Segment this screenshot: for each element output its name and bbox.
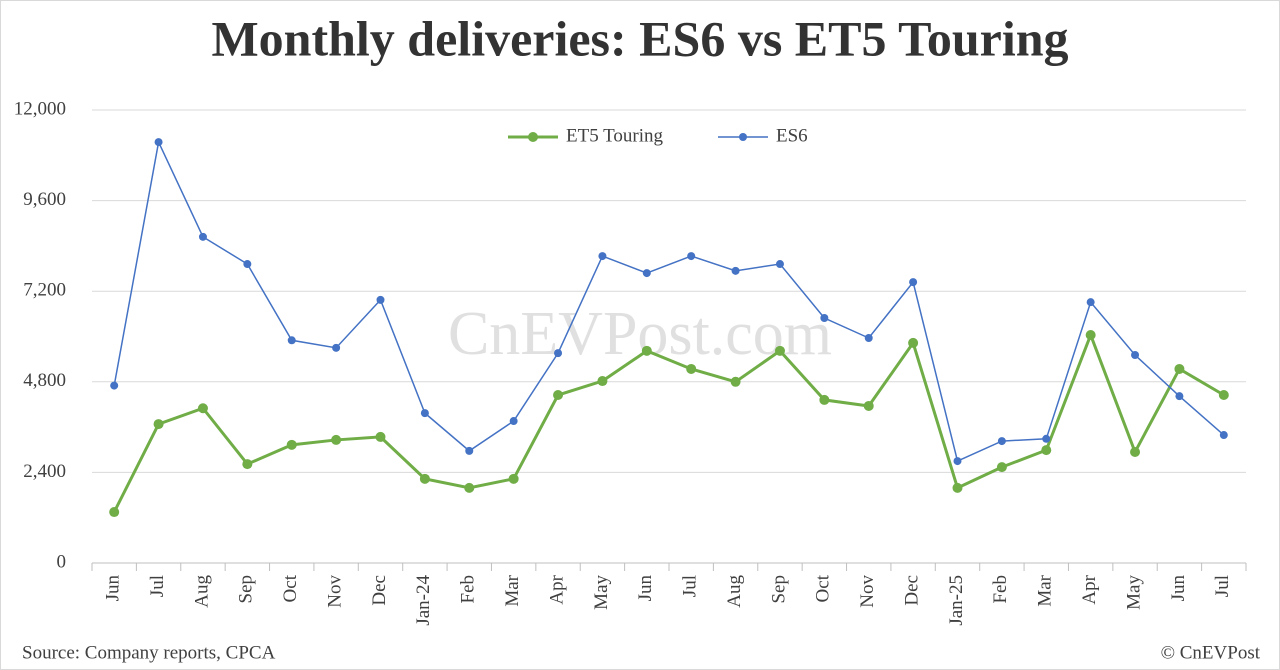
x-tick-label: Mar: [502, 574, 523, 606]
data-point: [1219, 431, 1228, 440]
data-point: [687, 252, 696, 261]
data-point: [908, 337, 919, 348]
x-tick-label: Jun: [103, 575, 124, 602]
x-tick-label: Jun: [635, 575, 656, 602]
data-point: [686, 363, 697, 374]
y-tick-label: 12,000: [14, 98, 66, 119]
credit: © CnEVPost: [1161, 642, 1261, 663]
x-tick-label: Jan-24: [413, 575, 434, 626]
data-point: [997, 437, 1006, 446]
data-point: [1041, 445, 1052, 456]
x-tick-label: Mar: [1035, 574, 1056, 606]
data-point: [597, 376, 608, 387]
y-tick-label: 0: [57, 551, 67, 572]
data-point: [730, 376, 741, 387]
data-point: [863, 400, 874, 411]
data-point: [1218, 390, 1229, 401]
x-tick-label: Aug: [724, 575, 745, 608]
data-point: [553, 390, 564, 401]
data-point: [1085, 329, 1096, 340]
x-tick-label: Feb: [458, 575, 479, 604]
x-tick-label: Jan-25: [946, 575, 967, 626]
x-tick-label: Jul: [147, 575, 168, 597]
data-point: [1174, 363, 1185, 374]
x-tick-label: Aug: [191, 575, 212, 608]
data-point: [731, 266, 740, 275]
y-tick-label: 7,200: [23, 280, 66, 301]
x-tick-label: Apr: [1079, 574, 1100, 604]
data-point: [1042, 434, 1051, 443]
watermark: CnEVPost.com: [448, 300, 832, 368]
data-point: [508, 473, 519, 484]
data-point: [1130, 447, 1141, 458]
data-point: [242, 459, 253, 470]
x-tick-label: Oct: [813, 574, 834, 602]
data-point: [554, 349, 563, 358]
chart-title: Monthly deliveries: ES6 vs ET5 Touring: [211, 10, 1068, 66]
series-line: [113, 139, 1225, 463]
data-point: [1086, 298, 1095, 307]
x-tick-label: Dec: [901, 575, 922, 606]
data-point: [598, 252, 607, 261]
data-point: [1175, 392, 1184, 401]
x-tick-label: Dec: [369, 575, 390, 606]
data-point: [153, 419, 164, 430]
data-point: [375, 431, 386, 442]
x-tick-label: May: [591, 575, 612, 610]
y-tick-label: 2,400: [23, 461, 66, 482]
data-point: [287, 336, 296, 345]
data-point: [197, 403, 208, 414]
data-point: [820, 314, 829, 323]
data-point: [376, 295, 385, 304]
data-point: [953, 457, 962, 466]
x-tick-label: Jul: [1212, 575, 1233, 597]
data-point: [775, 260, 784, 269]
x-tick-label: Nov: [857, 575, 878, 608]
data-point: [154, 138, 163, 147]
data-point: [952, 482, 963, 493]
data-point: [864, 334, 873, 343]
y-tick-label: 4,800: [23, 370, 66, 391]
data-point: [819, 394, 830, 405]
data-point: [641, 345, 652, 356]
data-point: [642, 269, 651, 278]
data-point: [465, 446, 474, 455]
x-tick-label: Oct: [280, 574, 301, 602]
x-tick-label: Apr: [546, 574, 567, 604]
data-point: [509, 417, 518, 426]
data-point: [332, 343, 341, 352]
data-point: [464, 482, 475, 493]
data-point: [198, 232, 207, 241]
x-tick-label: Jul: [680, 575, 701, 597]
data-point: [331, 434, 342, 445]
x-tick-label: Feb: [990, 575, 1011, 604]
source-note: Source: Company reports, CPCA: [22, 642, 276, 663]
x-tick-label: Sep: [236, 575, 257, 604]
legend-label: ES6: [776, 125, 808, 146]
data-point: [774, 345, 785, 356]
data-point: [286, 439, 297, 450]
data-point: [996, 462, 1007, 473]
data-point: [110, 381, 119, 390]
x-tick-label: Sep: [768, 575, 789, 604]
legend-marker: [528, 132, 538, 142]
legend-marker: [739, 133, 747, 141]
x-tick-label: Nov: [324, 575, 345, 608]
data-point: [1131, 350, 1140, 359]
x-tick-label: Jun: [1168, 575, 1189, 602]
legend-label: ET5 Touring: [566, 125, 664, 146]
data-point: [109, 507, 120, 518]
y-tick-label: 9,600: [23, 189, 66, 210]
series-line: [112, 330, 1225, 513]
data-point: [909, 278, 918, 287]
data-point: [243, 260, 252, 269]
data-point: [419, 473, 430, 484]
x-tick-label: May: [1123, 575, 1144, 610]
data-point: [420, 409, 429, 418]
